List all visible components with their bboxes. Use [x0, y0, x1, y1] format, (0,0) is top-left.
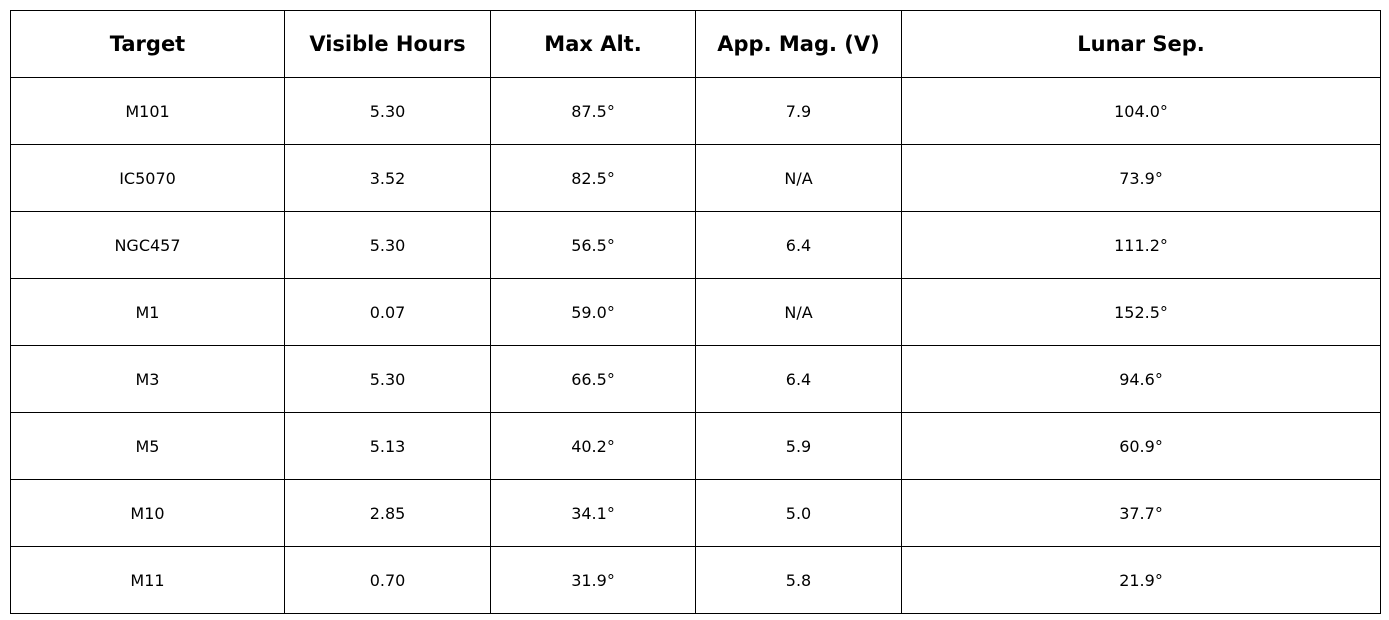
cell-app-mag: 6.4: [695, 211, 902, 279]
header-target: Target: [10, 10, 285, 78]
cell-app-mag: N/A: [695, 144, 902, 212]
cell-visible-hours: 3.52: [284, 144, 491, 212]
cell-app-mag: 7.9: [695, 77, 902, 145]
cell-app-mag: N/A: [695, 278, 902, 346]
cell-visible-hours: 5.30: [284, 211, 491, 279]
cell-max-alt: 40.2°: [490, 412, 696, 480]
table-row: M101 5.30 87.5° 7.9 104.0°: [10, 77, 1381, 145]
data-table: Target Visible Hours Max Alt. App. Mag. …: [10, 10, 1381, 614]
table-row: M5 5.13 40.2° 5.9 60.9°: [10, 412, 1381, 480]
cell-lunar-sep: 152.5°: [901, 278, 1381, 346]
cell-max-alt: 59.0°: [490, 278, 696, 346]
cell-lunar-sep: 21.9°: [901, 546, 1381, 614]
cell-target: M3: [10, 345, 285, 413]
cell-max-alt: 87.5°: [490, 77, 696, 145]
cell-lunar-sep: 94.6°: [901, 345, 1381, 413]
cell-lunar-sep: 104.0°: [901, 77, 1381, 145]
cell-visible-hours: 0.70: [284, 546, 491, 614]
cell-target: M5: [10, 412, 285, 480]
cell-lunar-sep: 111.2°: [901, 211, 1381, 279]
cell-lunar-sep: 60.9°: [901, 412, 1381, 480]
cell-app-mag: 5.8: [695, 546, 902, 614]
table-row: NGC457 5.30 56.5° 6.4 111.2°: [10, 211, 1381, 279]
cell-app-mag: 6.4: [695, 345, 902, 413]
table-row: M10 2.85 34.1° 5.0 37.7°: [10, 479, 1381, 547]
header-visible-hours: Visible Hours: [284, 10, 491, 78]
cell-target: M101: [10, 77, 285, 145]
cell-target: M1: [10, 278, 285, 346]
table-row: M11 0.70 31.9° 5.8 21.9°: [10, 546, 1381, 614]
table-row: M1 0.07 59.0° N/A 152.5°: [10, 278, 1381, 346]
header-row: Target Visible Hours Max Alt. App. Mag. …: [10, 10, 1381, 78]
cell-app-mag: 5.9: [695, 412, 902, 480]
cell-app-mag: 5.0: [695, 479, 902, 547]
cell-max-alt: 66.5°: [490, 345, 696, 413]
cell-lunar-sep: 37.7°: [901, 479, 1381, 547]
cell-lunar-sep: 73.9°: [901, 144, 1381, 212]
cell-visible-hours: 0.07: [284, 278, 491, 346]
cell-target: M10: [10, 479, 285, 547]
table-row: IC5070 3.52 82.5° N/A 73.9°: [10, 144, 1381, 212]
cell-target: M11: [10, 546, 285, 614]
header-lunar-sep: Lunar Sep.: [901, 10, 1381, 78]
table-header: Target Visible Hours Max Alt. App. Mag. …: [10, 10, 1381, 78]
table-row: M3 5.30 66.5° 6.4 94.6°: [10, 345, 1381, 413]
cell-visible-hours: 5.13: [284, 412, 491, 480]
cell-visible-hours: 2.85: [284, 479, 491, 547]
cell-target: IC5070: [10, 144, 285, 212]
cell-visible-hours: 5.30: [284, 345, 491, 413]
cell-max-alt: 31.9°: [490, 546, 696, 614]
cell-max-alt: 34.1°: [490, 479, 696, 547]
table-body: M101 5.30 87.5° 7.9 104.0° IC5070 3.52 8…: [10, 77, 1381, 614]
cell-max-alt: 82.5°: [490, 144, 696, 212]
header-max-alt: Max Alt.: [490, 10, 696, 78]
cell-max-alt: 56.5°: [490, 211, 696, 279]
cell-target: NGC457: [10, 211, 285, 279]
header-app-mag: App. Mag. (V): [695, 10, 902, 78]
cell-visible-hours: 5.30: [284, 77, 491, 145]
